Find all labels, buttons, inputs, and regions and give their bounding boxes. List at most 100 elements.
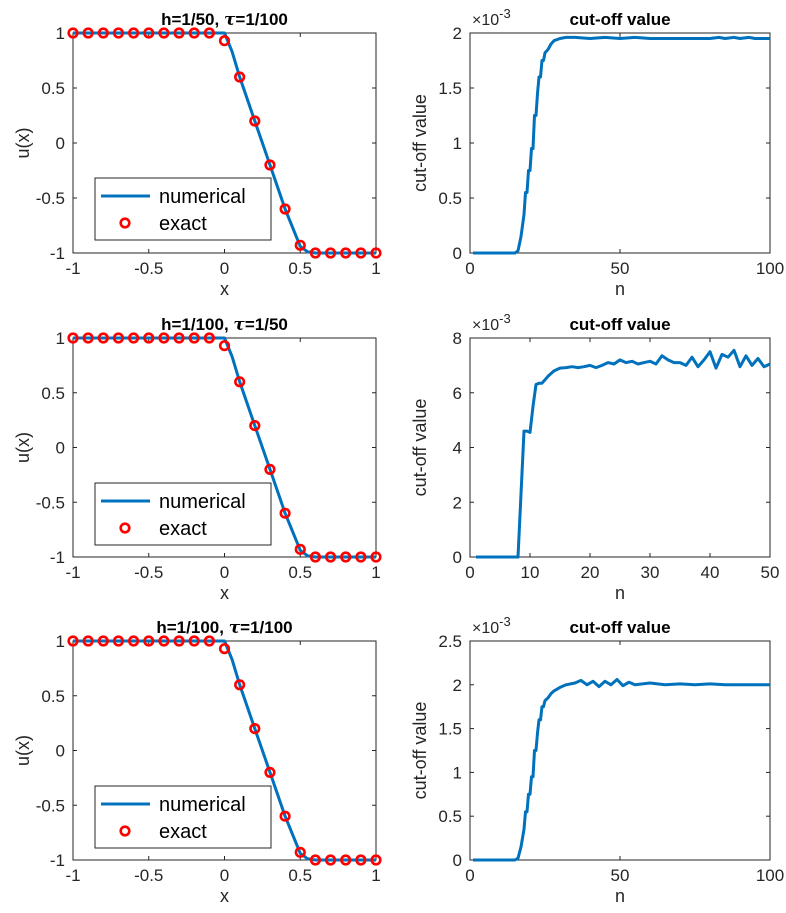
data-point: [370, 551, 382, 563]
x-tick-label: 100: [756, 259, 784, 278]
data-point: [324, 854, 337, 866]
legend-label: exact: [159, 821, 207, 843]
data-point: [249, 115, 261, 127]
legend-label: numerical: [159, 491, 246, 513]
y-tick-label: -1: [50, 851, 65, 870]
data-point: [128, 27, 140, 39]
y-tick-label: 6: [453, 384, 462, 403]
y-tick-label: 2.5: [438, 632, 462, 651]
axes-box: [469, 32, 771, 254]
y-axis-label: u(x): [13, 128, 33, 159]
data-point: [203, 332, 215, 344]
data-point: [203, 635, 215, 647]
x-tick-label: 40: [701, 563, 720, 582]
legend-label: exact: [159, 213, 207, 235]
legend-box: [94, 482, 272, 546]
y-exponent-label: ×10-3: [472, 614, 511, 637]
data-point: [143, 332, 155, 344]
x-tick-label: 0.5: [288, 259, 312, 278]
data-point: [173, 635, 185, 647]
legend-marker: [119, 217, 131, 229]
data-point: [97, 332, 109, 344]
plot-title: cut-off value: [569, 10, 670, 29]
data-point: [158, 635, 170, 647]
y-tick-label: 1: [453, 763, 462, 782]
data-point: [112, 635, 125, 647]
data-point: [82, 332, 94, 344]
series-line: [476, 348, 771, 559]
data-point: [279, 203, 291, 215]
data-point: [218, 643, 231, 655]
data-point: [112, 27, 125, 39]
x-tick-label: 1: [371, 866, 380, 885]
data-point: [370, 854, 382, 866]
series-line: [473, 678, 770, 862]
x-tick-label: 100: [756, 866, 784, 885]
y-tick-label: 0: [56, 134, 65, 153]
legend-marker: [119, 522, 131, 534]
y-tick-label: -1: [50, 244, 65, 263]
data-point: [158, 332, 170, 344]
data-point: [67, 332, 79, 344]
data-point: [324, 247, 337, 259]
x-tick-label: 0: [465, 563, 474, 582]
x-tick-label: 10: [521, 563, 540, 582]
data-point: [279, 810, 291, 822]
data-point: [143, 27, 155, 39]
data-point: [203, 27, 215, 39]
data-point: [97, 635, 109, 647]
x-tick-label: 0.5: [288, 866, 312, 885]
y-tick-label: 2: [453, 493, 462, 512]
axes-box: [469, 337, 771, 558]
x-tick-label: 1: [371, 259, 380, 278]
y-axis-label: u(x): [13, 735, 33, 766]
series-line: [473, 35, 770, 255]
axes-box: [469, 640, 771, 861]
legend: numerical exact: [94, 785, 272, 849]
y-tick-label: 0.5: [438, 189, 462, 208]
x-tick-label: 0: [465, 259, 474, 278]
data-point: [82, 27, 94, 39]
data-point: [128, 635, 140, 647]
data-point: [294, 239, 306, 251]
x-tick-label: 0: [465, 866, 474, 885]
plot-title: h=1/100, τ=1/50: [161, 315, 288, 335]
data-point: [355, 551, 367, 563]
y-tick-label: 0.5: [41, 384, 65, 403]
data-point: [279, 507, 291, 519]
y-axis-label: cut-off value: [410, 702, 430, 800]
legend: numerical exact: [94, 482, 272, 546]
x-tick-label: 1: [371, 563, 380, 582]
y-tick-label: -0.5: [36, 189, 65, 208]
data-point: [173, 332, 185, 344]
x-axis-label: x: [220, 279, 229, 299]
y-tick-label: 2: [453, 676, 462, 695]
x-axis-label: x: [220, 583, 229, 603]
x-tick-label: 50: [611, 259, 630, 278]
y-tick-label: 1: [56, 24, 65, 43]
plot-2: 0 50 100 0 0.5 1 1.5 2 n cut-off value cut-off val…: [410, 6, 784, 299]
plot-6: 0 50 100 0 0.5 1 1.5 2 2.5 n cut-off value cut-off …: [410, 614, 784, 906]
plot-title: cut-off value: [569, 315, 670, 334]
data-point: [340, 854, 352, 866]
data-point: [188, 27, 200, 39]
y-tick-label: 0: [453, 851, 462, 870]
legend-box: [94, 177, 272, 241]
x-tick-label: 30: [641, 563, 660, 582]
data-point: [264, 463, 276, 476]
x-tick-label: 50: [611, 866, 630, 885]
y-tick-label: 1: [56, 329, 65, 348]
data-point: [309, 854, 322, 866]
x-tick-label: 0.5: [288, 563, 312, 582]
y-tick-label: -1: [50, 548, 65, 567]
y-tick-label: 0.5: [41, 687, 65, 706]
plot-4: 0 10 20 30 40 50 0 2 4 6 8 n cut-off value cut-off va…: [410, 311, 779, 603]
data-point: [218, 35, 231, 47]
y-tick-label: 2: [453, 24, 462, 43]
data-point: [143, 635, 155, 647]
data-point: [188, 635, 200, 647]
x-tick-label: 0: [220, 563, 229, 582]
legend: numerical exact: [94, 177, 272, 241]
x-tick-label: -1: [65, 563, 80, 582]
